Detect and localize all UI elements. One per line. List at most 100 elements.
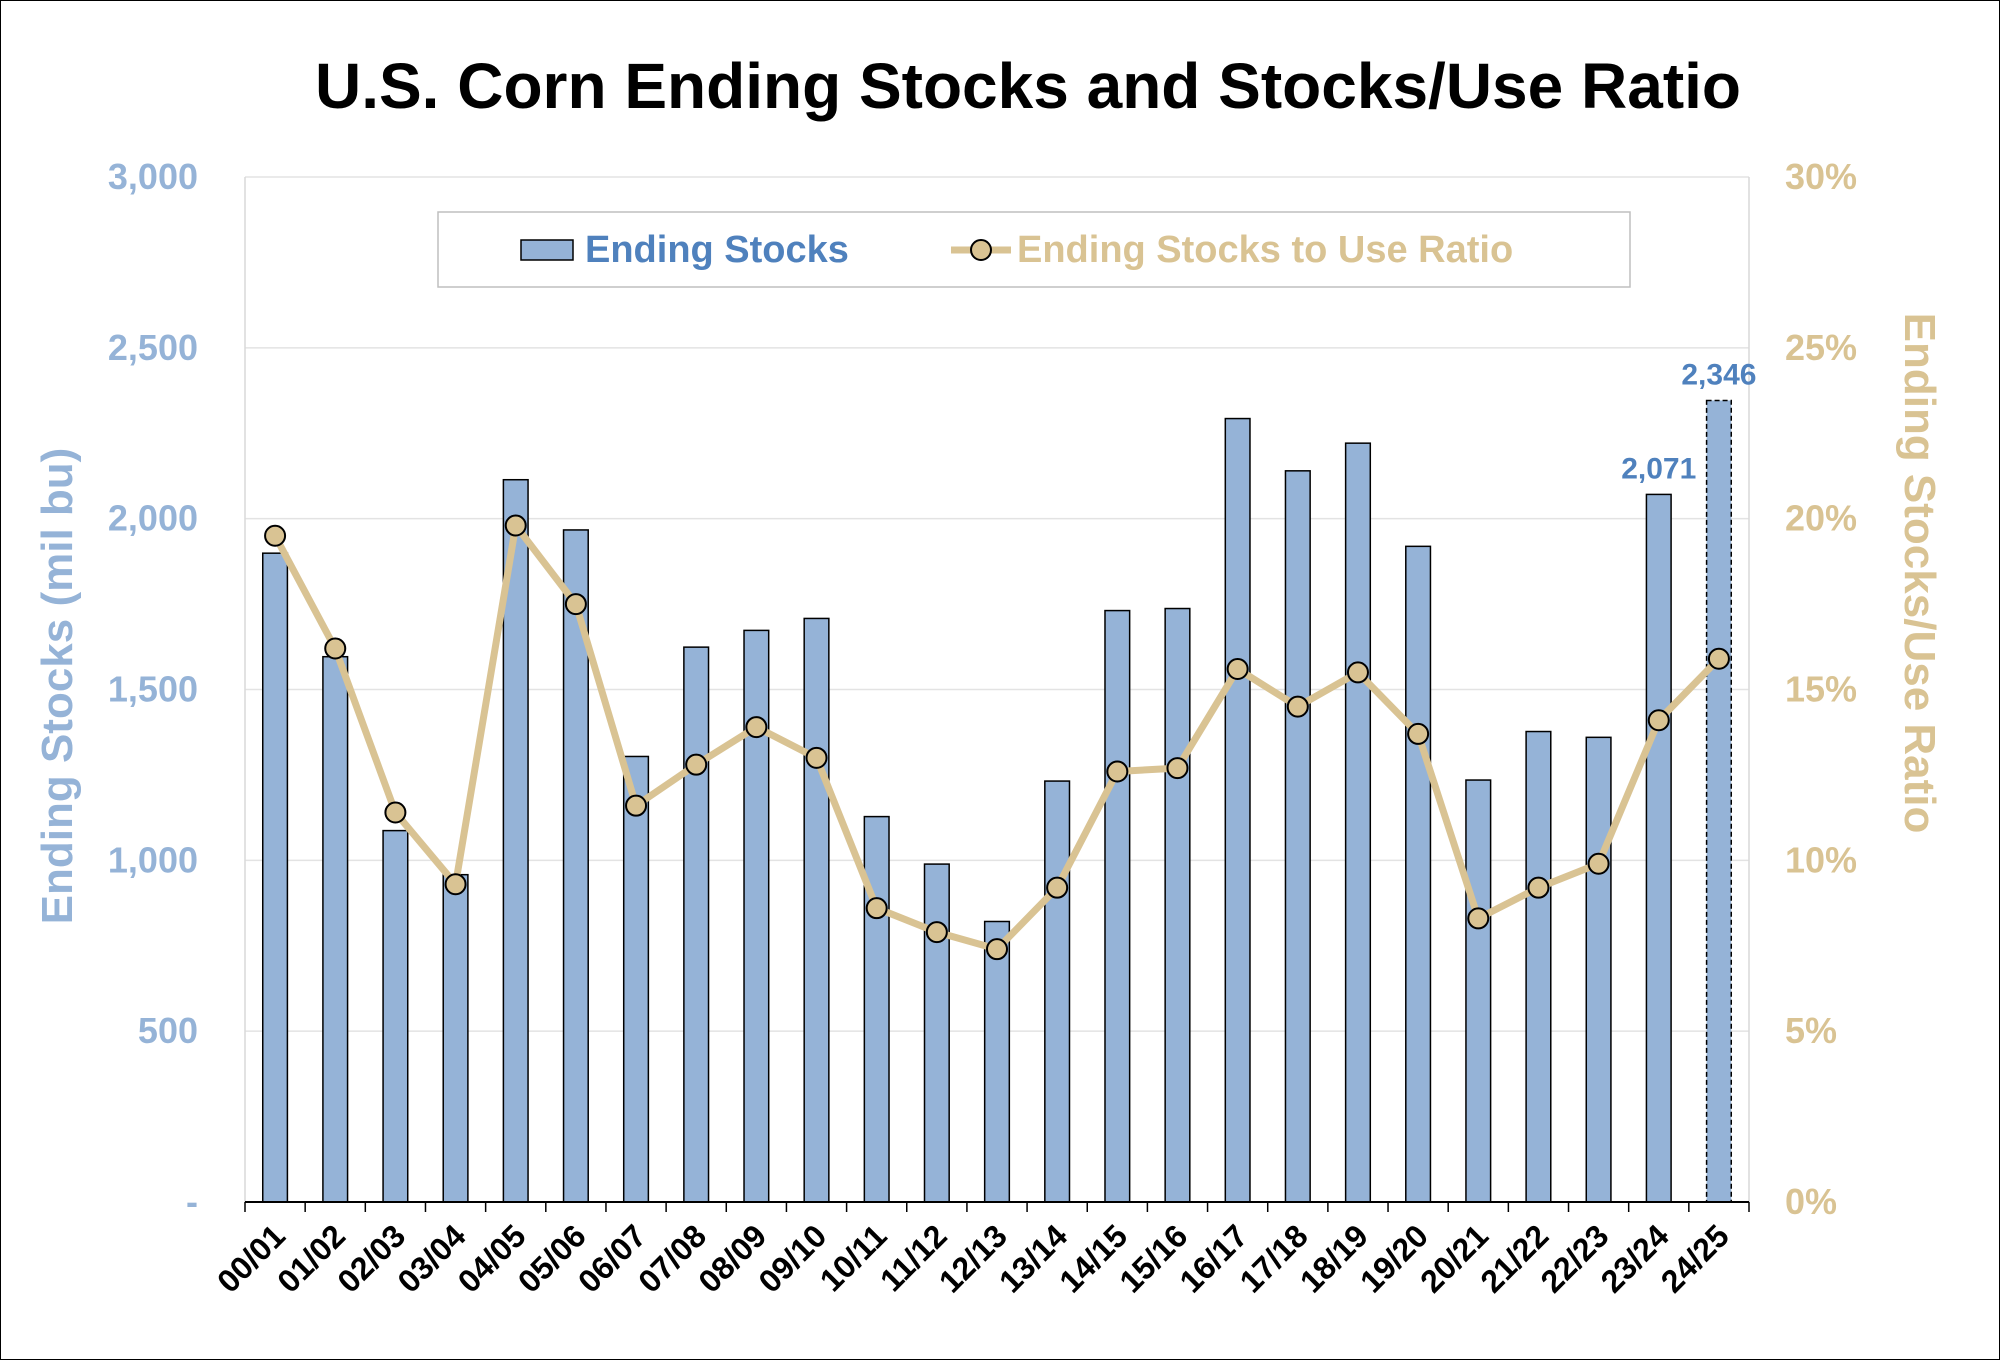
x-tick-label: 11/12 [873, 1217, 954, 1298]
x-tick-label: 01/02 [270, 1217, 352, 1299]
ratio-point [805, 746, 828, 769]
bar [983, 920, 1011, 1203]
x-tick-label: 05/06 [511, 1217, 593, 1299]
legend-label-ending-stocks: Ending Stocks [585, 229, 849, 271]
x-tick-label: 14/15 [1052, 1217, 1134, 1299]
bar-data-label: 2,071 [1621, 452, 1696, 485]
ratio-point [1587, 852, 1610, 875]
ratio-point [1106, 760, 1129, 783]
bar [1344, 442, 1372, 1203]
bar [1645, 493, 1672, 1203]
x-tick-label: 17/18 [1233, 1217, 1315, 1299]
left-axis-ticks: - 500 1,000 1,500 2,000 2,500 3,000 [108, 156, 198, 1222]
bar [1044, 780, 1071, 1203]
bar [1164, 607, 1191, 1203]
y-tick-label-right: 15% [1785, 669, 1857, 710]
ratio-point [444, 873, 467, 896]
y-tick-label-right: 25% [1785, 327, 1857, 368]
x-tick-label: 09/10 [751, 1217, 833, 1299]
y-tick-label-left: 1,000 [108, 839, 198, 880]
ratio-point [1166, 757, 1189, 780]
x-tick-label: 22/23 [1533, 1217, 1615, 1299]
ratio-point [1286, 695, 1309, 718]
x-tick-label: 12/13 [932, 1217, 1014, 1299]
y-tick-label-right: 0% [1785, 1181, 1837, 1222]
x-tick-label: 19/20 [1353, 1217, 1435, 1299]
ratio-point [745, 716, 768, 739]
x-tick-label: 24/25 [1654, 1217, 1736, 1299]
legend: Ending Stocks Ending Stocks to Use Ratio [437, 211, 1631, 288]
bar [803, 617, 830, 1203]
ratio-point [1527, 876, 1550, 899]
y-tick-label-right: 10% [1785, 839, 1857, 880]
x-tick-label: 15/16 [1112, 1217, 1194, 1299]
chart-title: U.S. Corn Ending Stocks and Stocks/Use R… [315, 50, 1741, 122]
ratio-point [264, 524, 287, 547]
y-tick-label-left: 3,000 [108, 156, 198, 197]
y-tick-label-right: 30% [1785, 156, 1857, 197]
ratio-point [1407, 722, 1430, 745]
x-tick-label: 02/03 [330, 1217, 412, 1299]
legend-swatch-ending-stocks [520, 239, 574, 261]
bar [923, 863, 950, 1203]
x-tick-label: 00/01 [210, 1217, 292, 1299]
ratio-point [1707, 647, 1730, 670]
y-tick-label-right: 5% [1785, 1010, 1837, 1051]
y-tick-label-left: 1,500 [108, 669, 198, 710]
ratio-point [1046, 876, 1069, 899]
left-axis-title: Ending Stocks (mil bu) [33, 448, 82, 925]
bar-data-label: 2,346 [1681, 358, 1756, 391]
x-tick-label: 08/09 [691, 1217, 773, 1299]
x-tick-label: 04/05 [451, 1217, 533, 1299]
ratio-point [865, 897, 888, 920]
bar [1405, 545, 1432, 1203]
x-tick-label: 20/21 [1413, 1217, 1495, 1299]
bar-series-ending-stocks [261, 399, 1733, 1203]
ratio-point [925, 921, 948, 944]
ratio-point [1226, 658, 1249, 680]
bar [442, 873, 469, 1203]
x-tick-label: 07/08 [631, 1217, 713, 1299]
ratio-point [1346, 661, 1369, 684]
x-tick-label: 21/22 [1473, 1217, 1555, 1299]
x-tick-label: 06/07 [571, 1217, 653, 1299]
legend-box [437, 211, 1631, 288]
gridlines [245, 176, 1749, 1032]
x-tick-label: 23/24 [1594, 1217, 1676, 1299]
ratio-point [625, 794, 648, 817]
bar [261, 552, 289, 1203]
bar [1585, 736, 1612, 1203]
line-series-stocks-use-ratio [264, 514, 1730, 961]
ratio-point [986, 938, 1008, 961]
y-tick-label-left: 2,000 [108, 498, 198, 539]
bar [1224, 417, 1251, 1203]
bar [863, 815, 890, 1203]
right-axis-title: Ending Stocks/Use Ratio [1895, 313, 1944, 834]
ratio-point [324, 637, 347, 660]
bar [382, 829, 409, 1203]
ratio-point [564, 593, 587, 616]
y-tick-label-right: 20% [1785, 498, 1857, 539]
x-tick-label: 16/17 [1173, 1217, 1255, 1299]
y-tick-label-left: 500 [138, 1010, 198, 1051]
ratio-point [384, 801, 407, 824]
ratio-point [1467, 907, 1490, 930]
ratio-point [1647, 709, 1670, 732]
bar [1465, 779, 1492, 1203]
x-axis-ticks: 00/0101/0202/0303/0404/0505/0606/0707/08… [210, 1217, 1736, 1299]
legend-label-ratio: Ending Stocks to Use Ratio [1017, 229, 1513, 271]
data-labels: 2,071 2,346 [1621, 358, 1756, 485]
legend-marker-ratio [970, 239, 992, 261]
bar [683, 646, 710, 1203]
x-tick-label: 13/14 [992, 1217, 1074, 1299]
y-tick-label-left: 2,500 [108, 327, 198, 368]
axes [244, 177, 1750, 1212]
bar [1525, 730, 1552, 1203]
x-tick-label: 18/19 [1293, 1217, 1375, 1299]
bar [322, 655, 349, 1203]
bar [1705, 399, 1733, 1203]
bar [1284, 470, 1311, 1203]
x-tick-label: 10/11 [813, 1217, 894, 1298]
